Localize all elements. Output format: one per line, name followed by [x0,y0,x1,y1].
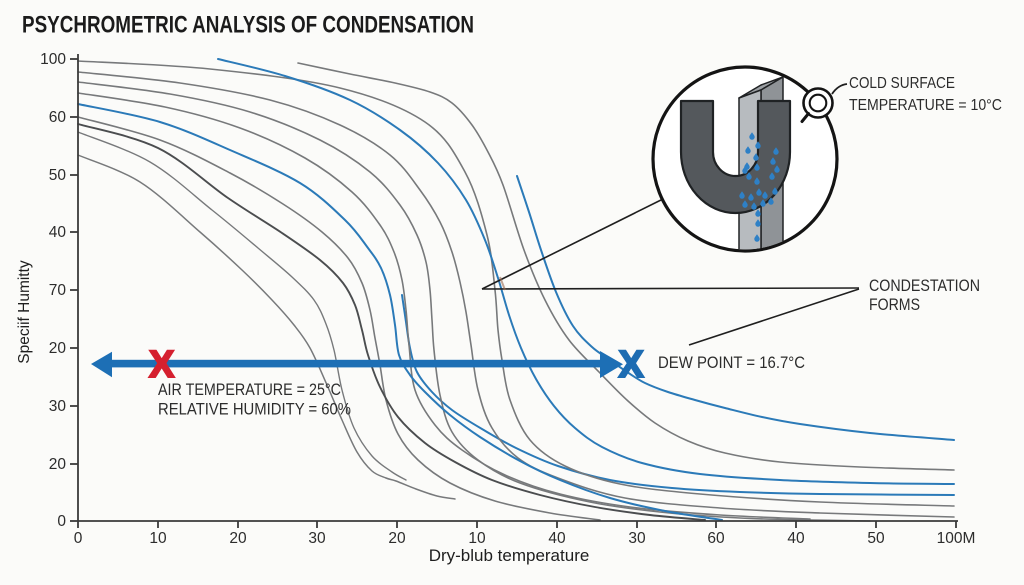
svg-text:100M: 100M [937,530,976,547]
svg-text:60: 60 [707,530,725,547]
svg-text:50: 50 [867,530,885,547]
svg-text:20: 20 [49,456,67,473]
svg-text:60: 60 [49,109,67,126]
svg-text:10: 10 [468,530,486,547]
svg-text:Speciif Humitty: Speciif Humitty [16,260,33,364]
svg-text:40: 40 [787,530,805,547]
svg-text:30: 30 [628,530,646,547]
svg-text:Dry-blub temperature: Dry-blub temperature [429,546,590,565]
svg-text:DEW POINT = 16.7°C: DEW POINT = 16.7°C [658,353,805,372]
svg-text:CONDESTATION: CONDESTATION [869,276,980,295]
svg-text:TEMPERATURE = 10°C: TEMPERATURE = 10°C [849,97,1002,114]
svg-text:PSYCHROMETRIC ANALYSIS OF COND: PSYCHROMETRIC ANALYSIS OF CONDENSATION [22,12,474,39]
svg-text:AIR TEMPERATURE = 25°C: AIR TEMPERATURE = 25°C [158,380,341,399]
svg-text:20: 20 [229,530,247,547]
svg-text:0: 0 [57,513,66,530]
svg-text:10: 10 [149,530,167,547]
svg-text:100: 100 [40,51,66,68]
svg-text:50: 50 [49,167,67,184]
svg-text:20: 20 [49,340,67,357]
svg-text:40: 40 [548,530,566,547]
svg-text:RELATIVE HUMIDITY = 60%: RELATIVE HUMIDITY = 60% [158,400,351,419]
svg-text:X: X [149,344,175,386]
svg-text:70: 70 [49,282,67,299]
svg-text:30: 30 [308,530,326,547]
svg-text:40: 40 [49,224,67,241]
svg-text:0: 0 [74,530,83,547]
svg-text:COLD SURFACE: COLD SURFACE [849,75,955,92]
svg-text:30: 30 [49,398,67,415]
svg-text:X: X [619,344,645,386]
svg-text:20: 20 [388,530,406,547]
svg-text:FORMS: FORMS [869,295,920,314]
